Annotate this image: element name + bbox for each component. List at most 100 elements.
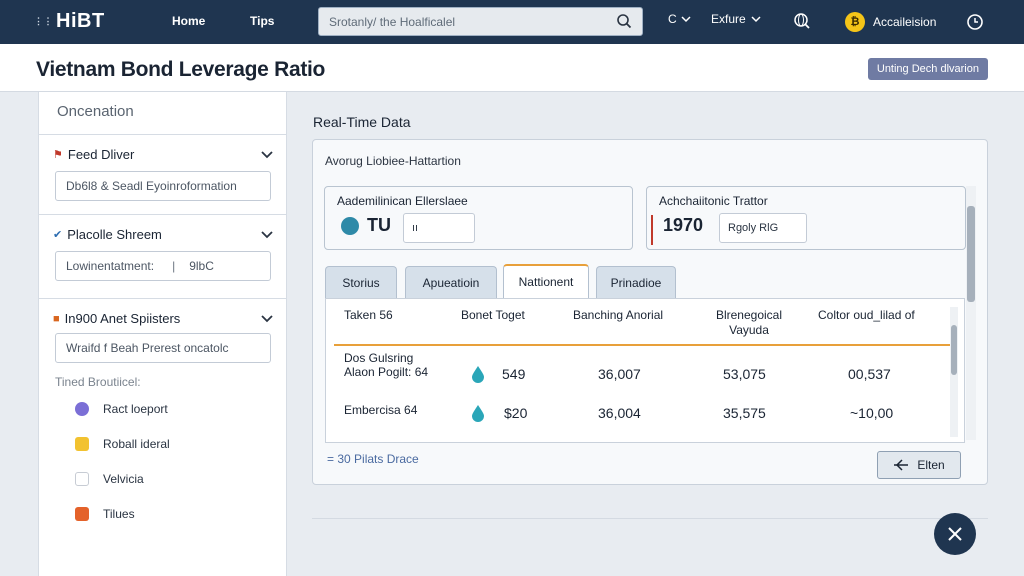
section-header[interactable]: ⚑ Feed Dliver <box>53 147 134 162</box>
cell-value: 00,537 <box>848 366 891 382</box>
metric-label: Aademilinican Ellerslaee <box>337 194 468 208</box>
footnote-link[interactable]: = 30 Pilats Drace <box>327 452 419 466</box>
table-scrollbar[interactable] <box>950 307 958 437</box>
drop-icon <box>472 405 484 422</box>
chevron-down-icon[interactable] <box>261 315 273 323</box>
check-icon: ✔ <box>53 229 63 241</box>
metric-input[interactable]: ıı <box>403 213 475 243</box>
arrow-icon <box>894 459 909 471</box>
search-input[interactable]: Srotanly/ the Hoalficalel <box>318 7 643 36</box>
input-value: Lowinentatment: <box>66 259 155 273</box>
sidebar-item-label: Tilues <box>103 507 135 521</box>
account-label: Accaileision <box>873 15 937 29</box>
cell-value: ~10,00 <box>850 405 894 421</box>
sidebar-item-report[interactable]: Ract loeport <box>75 402 168 416</box>
account-menu[interactable]: ₿ Accaileision <box>845 12 936 32</box>
close-icon <box>948 527 962 541</box>
logo-text: HiBT <box>56 10 105 32</box>
section-title: Feed Dliver <box>67 147 135 162</box>
input-extra-value: 9lbC <box>189 259 214 273</box>
top-navbar: ⋮⋮ HiBT Home Tips Srotanly/ the Hoalfica… <box>0 0 1024 44</box>
in900-input[interactable]: Wraifd f Beah Prerest oncatolc <box>55 333 271 363</box>
column-header: Blrenegoical Vayuda <box>715 308 783 337</box>
metric-card-right: Achchaiitonic Trattor 1970 Rgoly RlG <box>646 186 966 250</box>
refresh-icon[interactable] <box>965 12 985 32</box>
close-button[interactable] <box>934 513 976 555</box>
row-name: Embercisa 64 <box>344 403 418 417</box>
globe-icon <box>75 402 89 416</box>
scroll-thumb[interactable] <box>967 206 975 302</box>
enter-label: Elten <box>917 458 945 472</box>
tab-storius[interactable]: Storius <box>325 266 397 298</box>
page-header: Vietnam Bond Leverage Ratio Unting Dech … <box>0 44 1024 92</box>
accent-bar <box>651 215 653 245</box>
sidebar: Oncenation ⚑ Feed Dliver Db6l8 & Seadl E… <box>38 92 287 576</box>
nav-link-home[interactable]: Home <box>172 14 206 28</box>
feed-input[interactable]: Db6l8 & Seadl Eyoinroformation <box>55 171 271 201</box>
scroll-thumb[interactable] <box>951 325 957 375</box>
cell-value: 35,575 <box>723 405 766 421</box>
input-divider: | <box>172 259 176 273</box>
column-header: Coltor oud_lilad of <box>818 308 915 322</box>
card-subtitle: Avorug Liobiee-Hattartion <box>325 154 461 168</box>
tab-prinadioe[interactable]: Prinadioe <box>596 266 676 298</box>
chevron-down-icon <box>751 16 761 23</box>
data-table: Taken 56 Bonet Toget Banching Anorial Bl… <box>325 298 965 443</box>
metric-value: TU <box>367 215 391 235</box>
search-icon[interactable] <box>616 13 632 29</box>
column-header: Banching Anorial <box>573 308 664 322</box>
coin-icon: ₿ <box>845 12 865 32</box>
sidebar-item-label: Velvicia <box>103 472 144 486</box>
section-title: Placolle Shreem <box>67 227 162 242</box>
section-header[interactable]: ■ In900 Anet Spiisters <box>53 311 180 326</box>
drop-icon <box>472 366 484 383</box>
search-placeholder: Srotanly/ the Hoalficalel <box>329 14 456 29</box>
box-icon <box>75 507 89 521</box>
header-divider <box>334 344 950 346</box>
metric-value: 1970 <box>663 215 704 235</box>
sidebar-item-tilues[interactable]: Tilues <box>75 507 135 521</box>
placolle-input[interactable]: Lowinentatment: | 9lbC <box>55 251 271 281</box>
flag-icon: ⚑ <box>53 149 63 161</box>
row-name: Dos Gulsring Alaon Pogilt: 64 <box>344 351 429 379</box>
section-title: In900 Anet Spiisters <box>64 311 181 326</box>
chevron-down-icon[interactable] <box>261 231 273 239</box>
header-action-button[interactable]: Unting Dech dlvarion <box>867 58 988 80</box>
nav-link-tips[interactable]: Tips <box>250 14 275 28</box>
sidebar-section-feed: ⚑ Feed Dliver Db6l8 & Seadl Eyoinroforma… <box>39 134 287 214</box>
logo[interactable]: ⋮⋮ HiBT <box>34 10 105 33</box>
menu-dots-icon: ⋮⋮ <box>34 16 53 26</box>
chevron-down-icon[interactable] <box>261 151 273 159</box>
enter-button[interactable]: Elten <box>877 451 961 479</box>
sidebar-item-velvicia[interactable]: Velvicia <box>75 472 144 486</box>
sidebar-item-label: Ract loeport <box>103 402 168 416</box>
explore-label: Exfure <box>711 12 746 26</box>
cell-value: 53,075 <box>723 366 766 382</box>
status-dot-icon <box>341 217 359 235</box>
page-title: Vietnam Bond Leverage Ratio <box>36 58 326 81</box>
explore-menu[interactable]: Exfure <box>711 12 761 26</box>
sidebar-section-placolle: ✔ Placolle Shreem Lowinentatment: | 9lbC <box>39 214 287 298</box>
cell-value: 36,004 <box>598 405 641 421</box>
metric-label: Achchaiitonic Trattor <box>659 194 768 208</box>
divider <box>312 518 988 519</box>
card-scrollbar[interactable] <box>966 186 976 440</box>
tab-apueatioin[interactable]: Apueatioin <box>405 266 497 298</box>
sidebar-item-label: Roball ideral <box>103 437 170 451</box>
realtime-card: Avorug Liobiee-Hattartion Aademilinican … <box>312 139 988 485</box>
tag-icon: ■ <box>53 312 60 325</box>
column-header: Bonet Toget <box>461 308 525 322</box>
sidebar-section-in900: ■ In900 Anet Spiisters Wraifd f Beah Pre… <box>39 298 287 576</box>
metric-input[interactable]: Rgoly RlG <box>719 213 807 243</box>
history-menu[interactable]: C <box>668 12 691 26</box>
history-label: C <box>668 12 677 26</box>
cell-value: 549 <box>502 366 526 382</box>
sidebar-item-roball[interactable]: Roball ideral <box>75 437 170 451</box>
badge-icon <box>75 437 89 451</box>
column-header: Taken 56 <box>344 308 393 322</box>
tab-nattionent[interactable]: Nattionent <box>503 264 589 298</box>
globe-icon[interactable] <box>793 12 811 30</box>
document-icon <box>75 472 89 486</box>
list-heading: Tined Broutiicel: <box>55 375 141 389</box>
section-header[interactable]: ✔ Placolle Shreem <box>53 227 162 242</box>
